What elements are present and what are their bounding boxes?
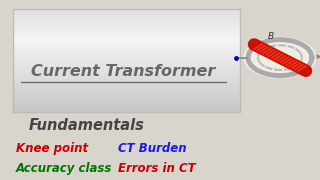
Bar [13,93,240,94]
Bar [13,67,240,69]
Bar [13,48,240,50]
Bar [13,86,240,88]
Bar [13,106,240,108]
Bar [13,60,240,62]
Bar [13,99,240,101]
Bar [13,22,240,24]
Text: Errors in CT: Errors in CT [118,162,196,175]
Bar [13,9,240,112]
Bar [13,80,240,82]
Bar [13,103,240,105]
Circle shape [244,37,316,78]
Text: Current Transformer: Current Transformer [31,64,215,80]
Bar [13,94,240,96]
Bar [13,89,240,91]
Bar [13,104,240,106]
Bar [13,46,240,48]
Bar [13,51,240,53]
Bar [13,24,240,26]
Bar [13,26,240,28]
Bar [13,19,240,21]
Bar [13,39,240,42]
Bar [13,15,240,18]
Bar [13,17,240,19]
Bar [13,82,240,84]
Bar [13,34,240,36]
Bar [13,91,240,93]
Bar [13,53,240,55]
Bar [13,12,240,14]
Bar [13,41,240,43]
Bar [13,79,240,81]
Bar [13,63,240,65]
Bar [13,109,240,112]
Bar [13,31,240,33]
Bar [13,74,240,76]
Bar [13,98,240,100]
Bar [13,72,240,74]
Bar [13,14,240,16]
Bar [13,21,240,23]
Bar [13,77,240,79]
Bar [13,10,240,12]
Text: Knee point: Knee point [16,142,88,155]
Bar [13,36,240,38]
Bar [13,84,240,86]
Bar [13,57,240,59]
Bar [13,55,240,57]
Text: Accuracy class: Accuracy class [16,162,112,175]
Text: Fundamentals: Fundamentals [28,118,144,134]
Bar [13,70,240,72]
Bar [13,69,240,71]
Bar [13,50,240,52]
Bar [13,65,240,67]
Bar [13,43,240,45]
Bar [13,38,240,40]
Bar [13,96,240,98]
Bar [13,87,240,89]
Bar [13,27,240,30]
Bar [13,75,240,77]
Bar [13,58,240,60]
Bar [13,62,240,64]
Bar [13,9,240,11]
Text: B: B [267,32,274,41]
Bar [13,29,240,31]
Bar [13,101,240,103]
Bar [13,108,240,110]
Bar [13,33,240,35]
Bar [13,45,240,47]
Text: CT Burden: CT Burden [118,142,187,155]
